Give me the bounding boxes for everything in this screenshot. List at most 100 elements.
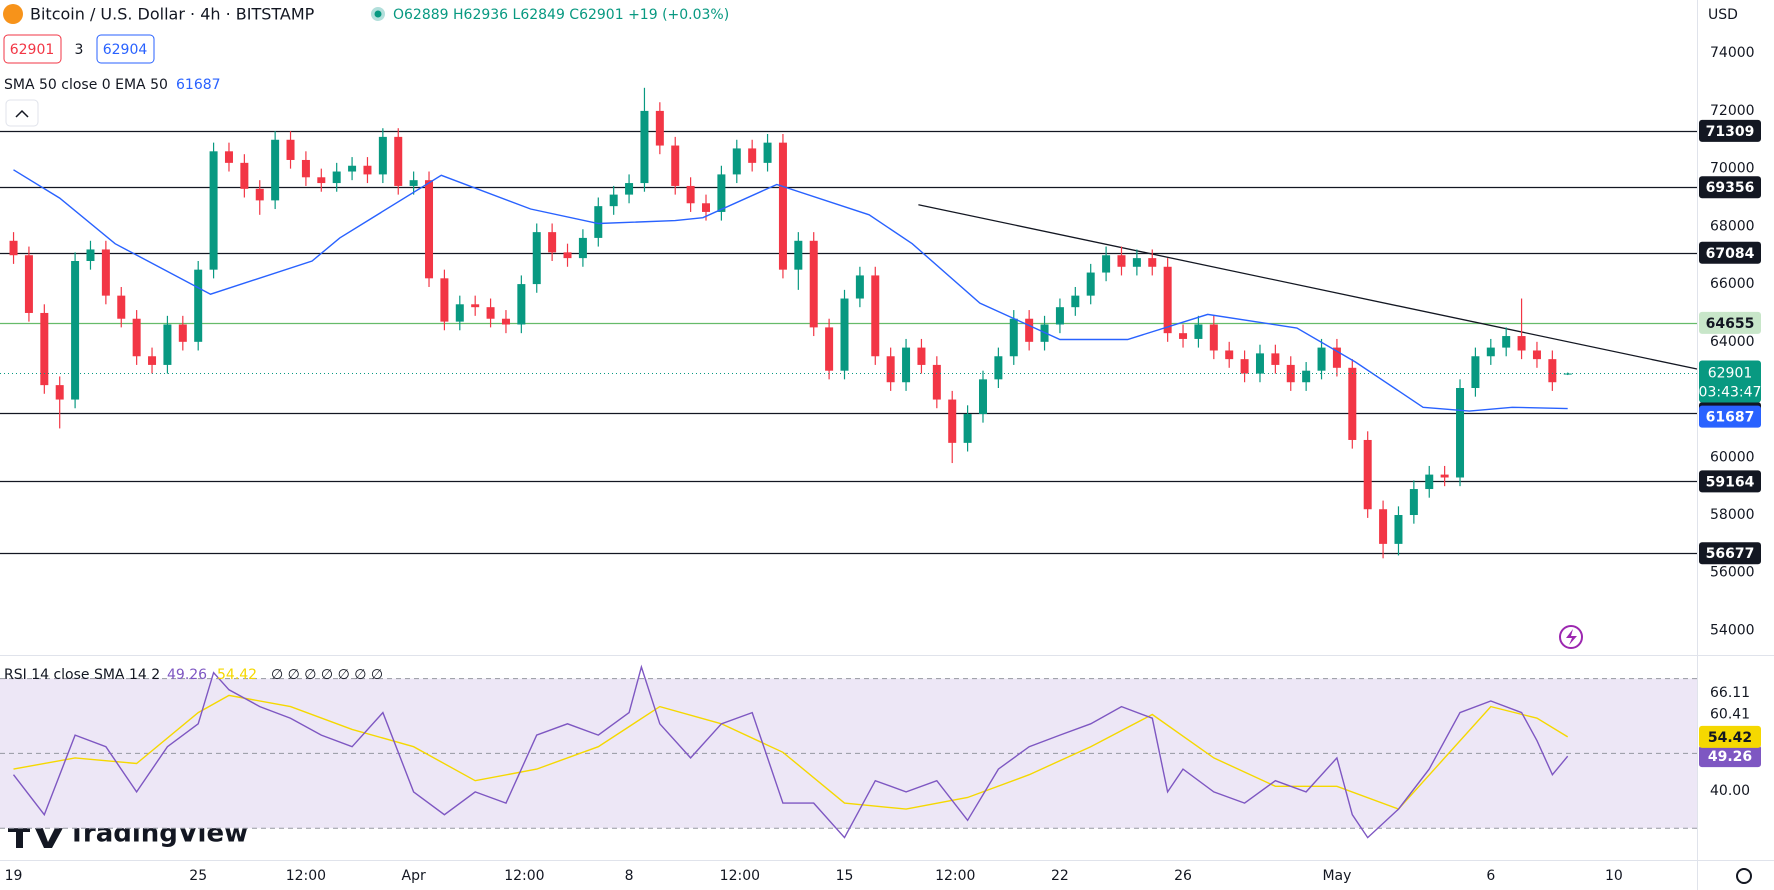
level-badge: 59164	[1706, 474, 1755, 490]
collapse-icon	[15, 109, 29, 118]
candle-body	[255, 188, 264, 201]
candle-body	[1425, 474, 1434, 490]
candle-body	[1548, 359, 1557, 383]
level-badge-bg	[1699, 470, 1761, 493]
candle-body	[194, 269, 203, 342]
candle-body	[440, 278, 449, 322]
y-tick-label: 74000	[1710, 45, 1755, 61]
alert-bolt	[1566, 629, 1577, 645]
level-badge: 64655	[1706, 316, 1755, 332]
y-tick-label: 66000	[1710, 276, 1755, 292]
candle-body	[1486, 347, 1495, 357]
level-badge-bg	[1699, 311, 1761, 334]
candle-body	[825, 327, 834, 371]
candle-body	[1502, 336, 1511, 348]
candle-body	[9, 240, 18, 256]
candle-body	[425, 180, 434, 279]
candle-body	[348, 165, 357, 172]
candle-body	[1225, 350, 1234, 360]
rsi-badge: 49.26	[1708, 749, 1752, 765]
x-tick-label: 6	[1486, 868, 1495, 884]
x-tick-label: 22	[1051, 868, 1069, 884]
candle-body	[1440, 474, 1449, 478]
ask: 62904	[103, 42, 148, 58]
rsi-badge-bg	[1699, 725, 1761, 748]
candle-body	[917, 347, 926, 365]
collapse-button[interactable]	[5, 99, 39, 127]
candle-body	[1302, 370, 1311, 383]
candle-body	[1179, 333, 1188, 339]
candle-body	[840, 298, 849, 371]
ema-badge-bg	[1699, 405, 1761, 428]
currency: USD	[1708, 7, 1738, 23]
rsi-badge-bg	[1699, 745, 1761, 768]
candle-body	[609, 194, 618, 207]
level-badge-bg	[1699, 176, 1761, 199]
candle-body	[224, 151, 233, 163]
candle-body	[763, 142, 772, 163]
y-tick-label: 64000	[1710, 334, 1755, 350]
last-price-badge: 62901	[1708, 366, 1753, 382]
y-tick-label: 70000	[1710, 161, 1755, 177]
candle-body	[625, 183, 634, 195]
rsi-line	[13, 694, 1569, 810]
candle-body	[671, 145, 680, 186]
x-tick-label: Apr	[402, 868, 426, 884]
candle-body	[71, 260, 80, 400]
candle-body	[686, 185, 695, 204]
ema-line	[13, 169, 1568, 412]
candle-body	[1255, 353, 1264, 374]
level-badge-bg	[1699, 119, 1761, 142]
candle-body	[1163, 266, 1172, 334]
candle-body	[963, 413, 972, 443]
candle-body	[455, 304, 464, 322]
candle-body	[209, 151, 218, 270]
candle-body	[794, 240, 803, 270]
candle-body	[240, 162, 249, 189]
empty-markers: ∅ ∅ ∅ ∅ ∅ ∅ ∅	[271, 667, 383, 683]
candle-body	[855, 275, 864, 299]
last-price-badge-bg	[1699, 360, 1761, 403]
candle-body	[563, 252, 572, 259]
candle-body	[286, 139, 295, 160]
candle-body	[1148, 258, 1157, 267]
ema-badge: 61687	[1706, 410, 1755, 426]
y-tick-label: 72000	[1710, 103, 1755, 119]
candle-body	[1532, 350, 1541, 360]
candle-body	[101, 249, 110, 296]
y-tick-label: 66.11	[1710, 685, 1750, 701]
candle-body	[471, 304, 480, 308]
candle-body	[871, 275, 880, 357]
logo-mark	[8, 826, 64, 848]
candle-body	[1071, 295, 1080, 308]
x-tick-label: May	[1322, 868, 1351, 884]
candle-body	[501, 318, 510, 325]
countdown: 03:43:47	[1699, 385, 1762, 401]
candle-body	[702, 203, 711, 212]
x-tick-label: 12:00	[504, 868, 544, 884]
candle-body	[55, 385, 64, 400]
ask-box	[96, 34, 155, 64]
candle-body	[1471, 356, 1480, 389]
candle-body	[24, 255, 33, 313]
spread: 3	[75, 42, 84, 58]
candle-body	[271, 139, 280, 201]
rsi-line	[12, 664, 1569, 839]
candle-body	[1409, 489, 1418, 516]
candle-body	[1086, 272, 1095, 296]
candle-body	[1363, 439, 1372, 510]
alert-icon[interactable]	[1559, 625, 1583, 649]
settings-icon[interactable]	[1736, 868, 1752, 884]
candle-body	[1379, 509, 1388, 544]
candle-body	[1348, 367, 1357, 440]
candle-body	[655, 110, 664, 146]
candle-body	[717, 174, 726, 212]
rsi-title: RSI 14 close SMA 14 2	[4, 667, 160, 683]
level-badge-bg	[1699, 241, 1761, 264]
indicator-value: 61687	[176, 77, 221, 93]
symbol-icon	[3, 4, 23, 24]
level-badge: 56677	[1706, 546, 1755, 562]
candle-body	[732, 148, 741, 175]
level-badge: 69356	[1706, 180, 1755, 196]
